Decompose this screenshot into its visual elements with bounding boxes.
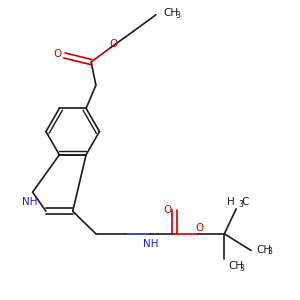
Text: O: O xyxy=(109,39,117,49)
Text: O: O xyxy=(196,223,204,233)
Text: CH: CH xyxy=(229,261,244,271)
Text: O: O xyxy=(164,205,172,215)
Text: NH: NH xyxy=(22,197,38,207)
Text: CH: CH xyxy=(256,245,272,255)
Text: H: H xyxy=(227,197,235,207)
Text: 3: 3 xyxy=(240,264,244,273)
Text: 3: 3 xyxy=(267,248,272,256)
Text: 3: 3 xyxy=(238,200,243,209)
Text: NH: NH xyxy=(143,239,158,249)
Text: C: C xyxy=(242,197,249,207)
Text: CH: CH xyxy=(164,8,179,18)
Text: O: O xyxy=(54,49,62,59)
Text: 3: 3 xyxy=(175,11,180,20)
